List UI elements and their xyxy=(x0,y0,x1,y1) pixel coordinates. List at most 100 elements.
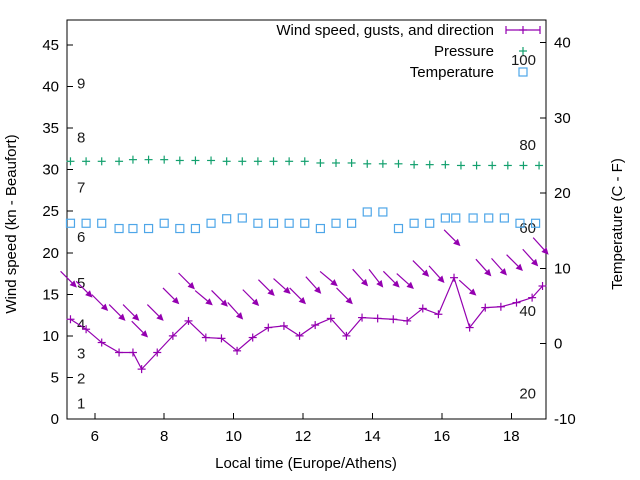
temperature-point xyxy=(114,223,124,234)
right-axis-ticks: -10 0 10 20 30 40 xyxy=(540,35,576,428)
wind-direction-arrow xyxy=(131,320,144,334)
wind-direction-arrow xyxy=(506,254,519,267)
wind-direction-arrowhead xyxy=(515,263,523,272)
wind-direction-arrowhead xyxy=(541,247,549,255)
wind-direction-arrowhead xyxy=(314,286,322,294)
temperature-point xyxy=(440,213,450,223)
wind-direction-arrowhead xyxy=(267,288,275,296)
fahrenheit-label: 40 xyxy=(519,303,536,320)
beaufort-label: 9 xyxy=(77,75,85,92)
wind-direction-arrowhead xyxy=(360,278,369,287)
fahrenheit-label: 100 xyxy=(511,52,536,69)
wind-direction-arrow xyxy=(257,279,271,292)
temperature-point xyxy=(222,214,232,224)
wind-direction-arrowhead xyxy=(118,313,126,321)
series-temperature xyxy=(65,207,541,234)
temperature-point xyxy=(451,213,461,223)
wind-direction-arrowhead xyxy=(345,296,353,305)
temperature-point xyxy=(362,207,372,217)
temperature-point xyxy=(65,218,76,228)
wind-direction-arrow xyxy=(428,265,441,279)
left-tick-label: 0 xyxy=(51,411,59,428)
wind-direction-arrow xyxy=(211,290,224,303)
left-tick-label: 5 xyxy=(51,369,59,386)
wind-direction-arrowhead xyxy=(437,275,445,284)
wind-direction-arrowhead xyxy=(69,280,77,288)
legend-label: Pressure xyxy=(434,43,494,60)
left-tick-label: 45 xyxy=(42,37,59,54)
wind-direction-arrow xyxy=(108,304,121,317)
right-tick-label: 40 xyxy=(554,35,571,52)
temperature-point xyxy=(425,218,435,228)
wind-direction-arrowhead xyxy=(376,279,384,288)
x-tick-label: 8 xyxy=(160,428,168,445)
wind-direction-arrow xyxy=(412,260,425,273)
series-wind-speed xyxy=(60,229,549,374)
wind-direction-arrowhead xyxy=(220,299,228,307)
beaufort-label: 2 xyxy=(77,370,85,387)
wind-direction-arrowhead xyxy=(171,296,180,305)
beaufort-label: 5 xyxy=(77,275,85,292)
beaufort-label: 3 xyxy=(77,346,85,363)
fahrenheit-label: 20 xyxy=(519,386,536,403)
wind-direction-arrow xyxy=(122,304,135,317)
wind-direction-arrow xyxy=(319,270,333,283)
wind-direction-arrowhead xyxy=(298,296,306,305)
series-pressure xyxy=(66,155,544,170)
left-axis-ticks: 0 5 10 15 20 25 30 35 40 45 xyxy=(42,37,73,428)
wind-direction-arrow xyxy=(194,290,208,302)
legend-label: Wind speed, gusts, and direction xyxy=(276,22,494,39)
x-tick-label: 14 xyxy=(364,428,381,445)
right-tick-label: 30 xyxy=(554,110,571,127)
wind-direction-arrow xyxy=(458,279,472,292)
left-tick-label: 10 xyxy=(42,328,59,345)
fahrenheit-label: 60 xyxy=(519,220,536,237)
temperature-point xyxy=(97,218,107,228)
wind-direction-arrow xyxy=(273,278,286,290)
beaufort-label: 7 xyxy=(77,179,85,196)
left-tick-label: 40 xyxy=(42,79,59,96)
x-axis-title: Local time (Europe/Athens) xyxy=(215,455,397,472)
temperature-point xyxy=(81,218,91,228)
temperature-point xyxy=(237,213,247,223)
legend-swatch-temperature xyxy=(518,67,528,77)
wind-direction-arrow xyxy=(382,270,396,284)
wind-direction-arrowhead xyxy=(140,330,149,338)
temperature-point xyxy=(499,213,509,223)
temperature-point xyxy=(378,207,388,217)
temperature-point xyxy=(190,223,201,234)
wind-direction-arrowhead xyxy=(421,269,430,277)
temperature-point xyxy=(128,223,138,234)
wind-direction-arrow xyxy=(532,237,545,250)
wind-direction-arrow xyxy=(443,229,456,242)
left-tick-label: 20 xyxy=(42,245,59,262)
left-tick-label: 15 xyxy=(42,286,59,303)
x-tick-label: 10 xyxy=(225,428,242,445)
wind-direction-arrowhead xyxy=(205,298,213,306)
wind-direction-arrowhead xyxy=(468,288,477,296)
wind-direction-arrow xyxy=(146,304,160,317)
beaufort-scale-labels: 1 2 3 4 5 6 7 8 9 xyxy=(77,75,85,412)
chart-legend: Wind speed, gusts, and direction Pressure… xyxy=(276,22,541,81)
right-tick-label: -10 xyxy=(554,411,576,428)
right-tick-label: 10 xyxy=(554,260,571,277)
temperature-point xyxy=(484,213,494,223)
wind-direction-arrowhead xyxy=(100,303,109,311)
temperature-point xyxy=(206,218,216,228)
wind-direction-arrowhead xyxy=(406,281,414,290)
temperature-point xyxy=(331,218,341,228)
wind-direction-arrow xyxy=(475,258,488,272)
wind-direction-arrow xyxy=(242,289,255,302)
right-tick-label: 20 xyxy=(554,185,571,202)
beaufort-label: 8 xyxy=(77,129,85,146)
fahrenheit-label: 80 xyxy=(519,137,536,154)
wind-direction-arrow xyxy=(396,273,410,285)
wind-direction-arrowhead xyxy=(330,279,338,287)
temperature-point xyxy=(393,223,404,234)
temperature-point xyxy=(300,218,310,228)
wind-direction-arrow xyxy=(178,272,191,285)
beaufort-label: 1 xyxy=(77,395,85,412)
x-axis-ticks: 6 8 10 12 14 16 18 xyxy=(91,413,520,445)
right-tick-label: 0 xyxy=(554,336,562,353)
